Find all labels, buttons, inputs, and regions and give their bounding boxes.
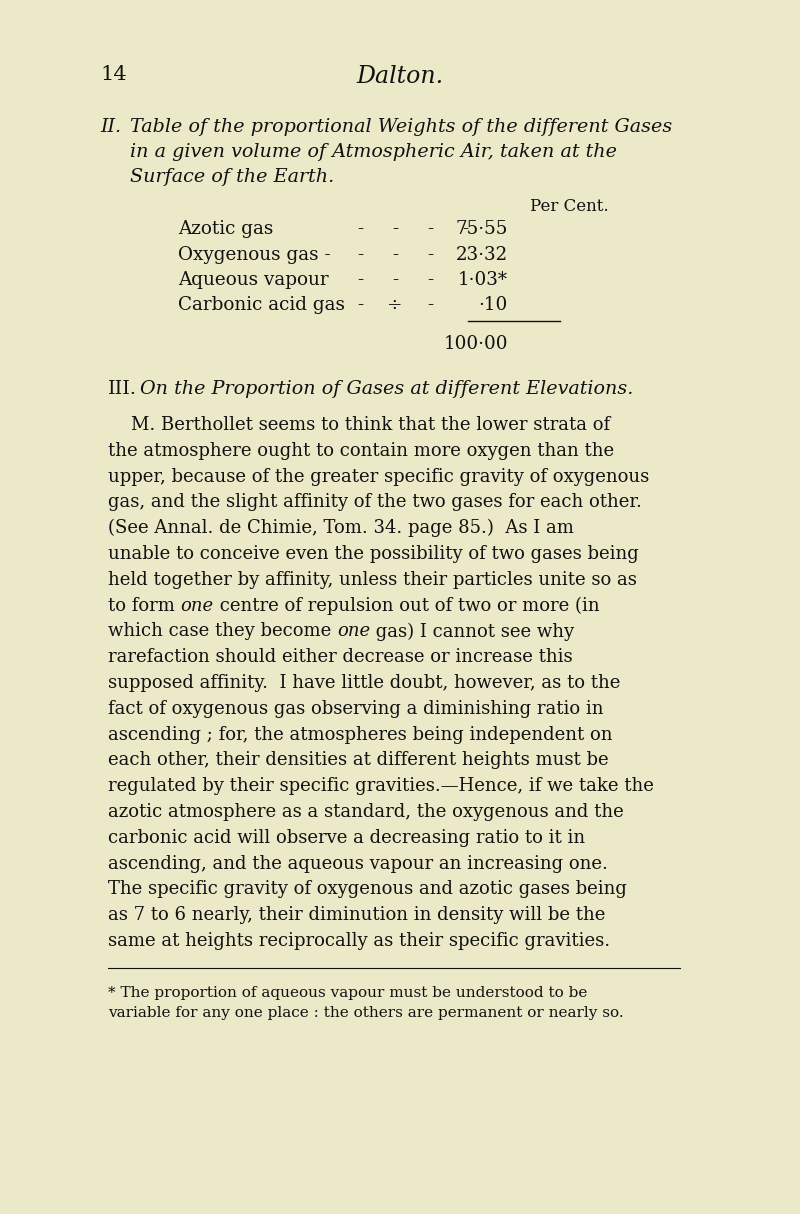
Text: Oxygenous gas -: Oxygenous gas -	[178, 246, 330, 263]
Text: Azotic gas: Azotic gas	[178, 220, 274, 238]
Text: the atmosphere ought to contain more oxygen than the: the atmosphere ought to contain more oxy…	[108, 442, 614, 460]
Text: fact of oxygenous gas observing a diminishing ratio in: fact of oxygenous gas observing a dimini…	[108, 699, 603, 717]
Text: -: -	[392, 271, 398, 289]
Text: carbonic acid will observe a decreasing ratio to it in: carbonic acid will observe a decreasing …	[108, 829, 585, 847]
Text: Aqueous vapour: Aqueous vapour	[178, 271, 329, 289]
Text: regulated by their specific gravities.—Hence, if we take the: regulated by their specific gravities.—H…	[108, 777, 654, 795]
Text: -: -	[357, 271, 363, 289]
Text: -: -	[357, 296, 363, 314]
Text: one: one	[337, 623, 370, 641]
Text: held together by affinity, unless their particles unite so as: held together by affinity, unless their …	[108, 571, 637, 589]
Text: ·10: ·10	[478, 296, 508, 314]
Text: rarefaction should either decrease or increase this: rarefaction should either decrease or in…	[108, 648, 573, 666]
Text: gas, and the slight affinity of the two gases for each other.: gas, and the slight affinity of the two …	[108, 493, 642, 511]
Text: same at heights reciprocally as their specific gravities.: same at heights reciprocally as their sp…	[108, 932, 610, 951]
Text: -: -	[357, 246, 363, 263]
Text: On the Proportion of Gases at different Elevations.: On the Proportion of Gases at different …	[140, 380, 634, 398]
Text: Carbonic acid gas: Carbonic acid gas	[178, 296, 345, 314]
Text: 1·03*: 1·03*	[458, 271, 508, 289]
Text: -: -	[427, 246, 433, 263]
Text: -: -	[357, 220, 363, 238]
Text: II.: II.	[100, 118, 121, 136]
Text: -: -	[392, 246, 398, 263]
Text: The specific gravity of oxygenous and azotic gases being: The specific gravity of oxygenous and az…	[108, 880, 627, 898]
Text: one: one	[181, 596, 214, 614]
Text: which case they become: which case they become	[108, 623, 337, 641]
Text: Table of the proportional Weights of the different Gases: Table of the proportional Weights of the…	[130, 118, 672, 136]
Text: ascending ; for, the atmospheres being independent on: ascending ; for, the atmospheres being i…	[108, 726, 613, 744]
Text: III.: III.	[108, 380, 137, 398]
Text: ascending, and the aqueous vapour an increasing one.: ascending, and the aqueous vapour an inc…	[108, 855, 608, 873]
Text: 23·32: 23·32	[456, 246, 508, 263]
Text: Per Cent.: Per Cent.	[530, 198, 609, 215]
Text: -: -	[427, 271, 433, 289]
Text: in a given volume of Atmospheric Air, taken at the: in a given volume of Atmospheric Air, ta…	[130, 143, 617, 161]
Text: variable for any one place : the others are permanent or nearly so.: variable for any one place : the others …	[108, 1006, 624, 1020]
Text: upper, because of the greater specific gravity of oxygenous: upper, because of the greater specific g…	[108, 467, 650, 486]
Text: unable to conceive even the possibility of two gases being: unable to conceive even the possibility …	[108, 545, 638, 563]
Text: each other, their densities at different heights must be: each other, their densities at different…	[108, 751, 609, 770]
Text: azotic atmosphere as a standard, the oxygenous and the: azotic atmosphere as a standard, the oxy…	[108, 802, 624, 821]
Text: Surface of the Earth.: Surface of the Earth.	[130, 168, 334, 186]
Text: centre of repulsion out of two or more (in: centre of repulsion out of two or more (…	[214, 596, 599, 614]
Text: supposed affinity.  I have little doubt, however, as to the: supposed affinity. I have little doubt, …	[108, 674, 620, 692]
Text: 75·55: 75·55	[456, 220, 508, 238]
Text: gas) I cannot see why: gas) I cannot see why	[370, 623, 574, 641]
Text: Dalton.: Dalton.	[357, 66, 443, 87]
Text: -: -	[427, 220, 433, 238]
Text: -: -	[427, 296, 433, 314]
Text: (See Annal. de Chimie, Tom. 34. page 85.)  As I am: (See Annal. de Chimie, Tom. 34. page 85.…	[108, 520, 574, 538]
Text: 14: 14	[100, 66, 126, 84]
Text: ÷: ÷	[387, 296, 402, 314]
Text: to form: to form	[108, 596, 181, 614]
Text: M. Berthollet seems to think that the lower strata of: M. Berthollet seems to think that the lo…	[108, 416, 610, 433]
Text: * The proportion of aqueous vapour must be understood to be: * The proportion of aqueous vapour must …	[108, 986, 587, 1000]
Text: as 7 to 6 nearly, their diminution in density will be the: as 7 to 6 nearly, their diminution in de…	[108, 906, 606, 924]
Text: -: -	[462, 220, 468, 238]
Text: 100·00: 100·00	[443, 335, 508, 353]
Text: -: -	[392, 220, 398, 238]
